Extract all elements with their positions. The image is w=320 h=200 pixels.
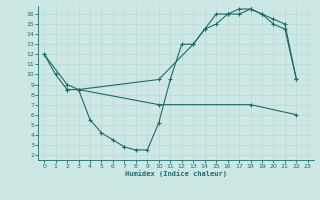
X-axis label: Humidex (Indice chaleur): Humidex (Indice chaleur) bbox=[125, 171, 227, 177]
